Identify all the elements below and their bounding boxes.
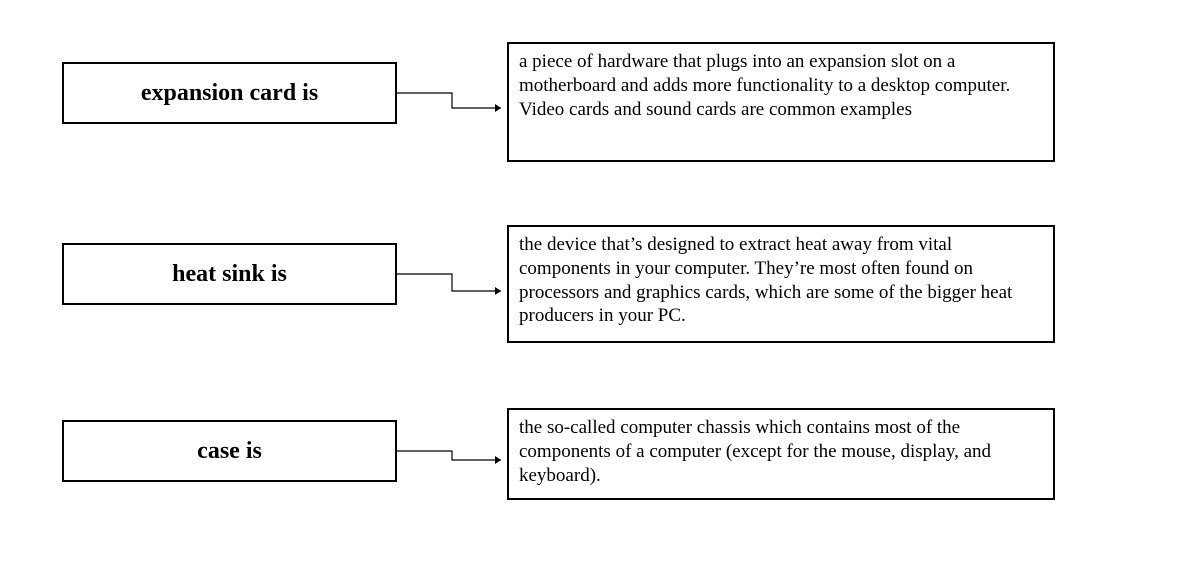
term-label: expansion card is: [141, 80, 318, 107]
term-label: heat sink is: [172, 261, 287, 288]
definition-text: a piece of hardware that plugs into an e…: [519, 51, 1010, 120]
definition-text: the device that’s designed to extract he…: [519, 234, 1012, 326]
connector-arrow: [397, 93, 507, 113]
definition-box: the so-called computer chassis which con…: [507, 408, 1055, 500]
connector-arrow: [397, 451, 507, 465]
definition-box: a piece of hardware that plugs into an e…: [507, 42, 1055, 162]
term-box: case is: [62, 420, 397, 482]
term-label: case is: [197, 438, 262, 465]
term-box: heat sink is: [62, 243, 397, 305]
definition-text: the so-called computer chassis which con…: [519, 417, 991, 486]
definition-box: the device that’s designed to extract he…: [507, 225, 1055, 343]
connector-arrow: [397, 274, 507, 296]
term-box: expansion card is: [62, 62, 397, 124]
